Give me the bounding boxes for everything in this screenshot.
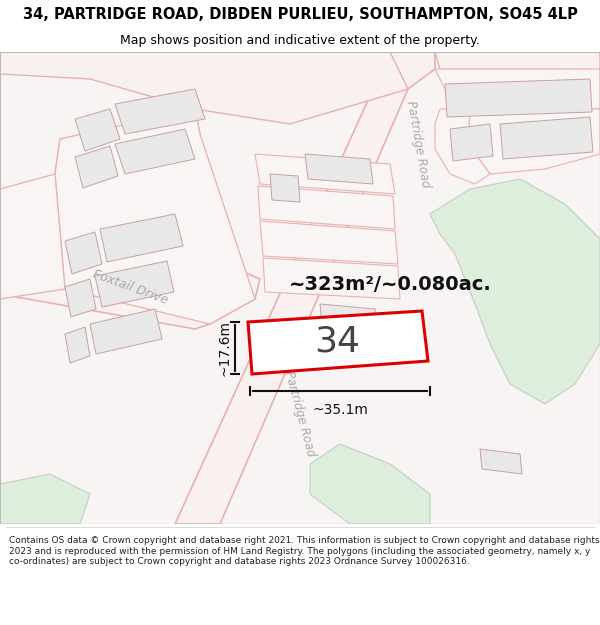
Text: 34, PARTRIDGE ROAD, DIBDEN PURLIEU, SOUTHAMPTON, SO45 4LP: 34, PARTRIDGE ROAD, DIBDEN PURLIEU, SOUT… — [23, 7, 577, 22]
Polygon shape — [115, 89, 205, 134]
Polygon shape — [435, 69, 600, 112]
Text: ~35.1m: ~35.1m — [312, 403, 368, 417]
Polygon shape — [175, 52, 435, 524]
Polygon shape — [248, 311, 428, 374]
Polygon shape — [500, 117, 593, 159]
Text: Foxtail Drive: Foxtail Drive — [91, 268, 169, 307]
Polygon shape — [480, 449, 522, 474]
Polygon shape — [95, 261, 174, 307]
Polygon shape — [65, 232, 102, 274]
Text: Map shows position and indicative extent of the property.: Map shows position and indicative extent… — [120, 34, 480, 47]
Polygon shape — [0, 52, 408, 124]
Polygon shape — [435, 109, 490, 184]
Polygon shape — [55, 109, 255, 324]
Polygon shape — [0, 262, 260, 329]
Text: Partridge Road: Partridge Road — [283, 370, 317, 458]
Polygon shape — [65, 279, 96, 317]
Polygon shape — [90, 309, 162, 354]
Polygon shape — [115, 129, 195, 174]
Polygon shape — [430, 179, 600, 404]
Polygon shape — [0, 52, 600, 524]
Polygon shape — [100, 214, 183, 262]
Polygon shape — [0, 174, 65, 299]
Polygon shape — [305, 154, 373, 184]
Polygon shape — [65, 327, 90, 363]
Text: ~17.6m: ~17.6m — [217, 320, 231, 376]
Polygon shape — [450, 124, 493, 161]
Polygon shape — [310, 444, 430, 524]
Polygon shape — [445, 79, 592, 117]
Polygon shape — [0, 52, 600, 104]
Text: Partridge Road: Partridge Road — [404, 99, 432, 189]
Text: ~323m²/~0.080ac.: ~323m²/~0.080ac. — [289, 274, 491, 294]
Polygon shape — [263, 258, 400, 299]
Polygon shape — [0, 474, 90, 524]
Text: Contains OS data © Crown copyright and database right 2021. This information is : Contains OS data © Crown copyright and d… — [9, 536, 599, 566]
Polygon shape — [320, 304, 377, 331]
Polygon shape — [258, 186, 395, 229]
Polygon shape — [255, 154, 395, 194]
Polygon shape — [75, 109, 120, 151]
Text: 34: 34 — [314, 325, 361, 359]
Polygon shape — [465, 104, 600, 174]
Polygon shape — [55, 109, 200, 174]
Polygon shape — [270, 174, 300, 202]
Polygon shape — [75, 146, 118, 188]
Polygon shape — [260, 221, 398, 264]
